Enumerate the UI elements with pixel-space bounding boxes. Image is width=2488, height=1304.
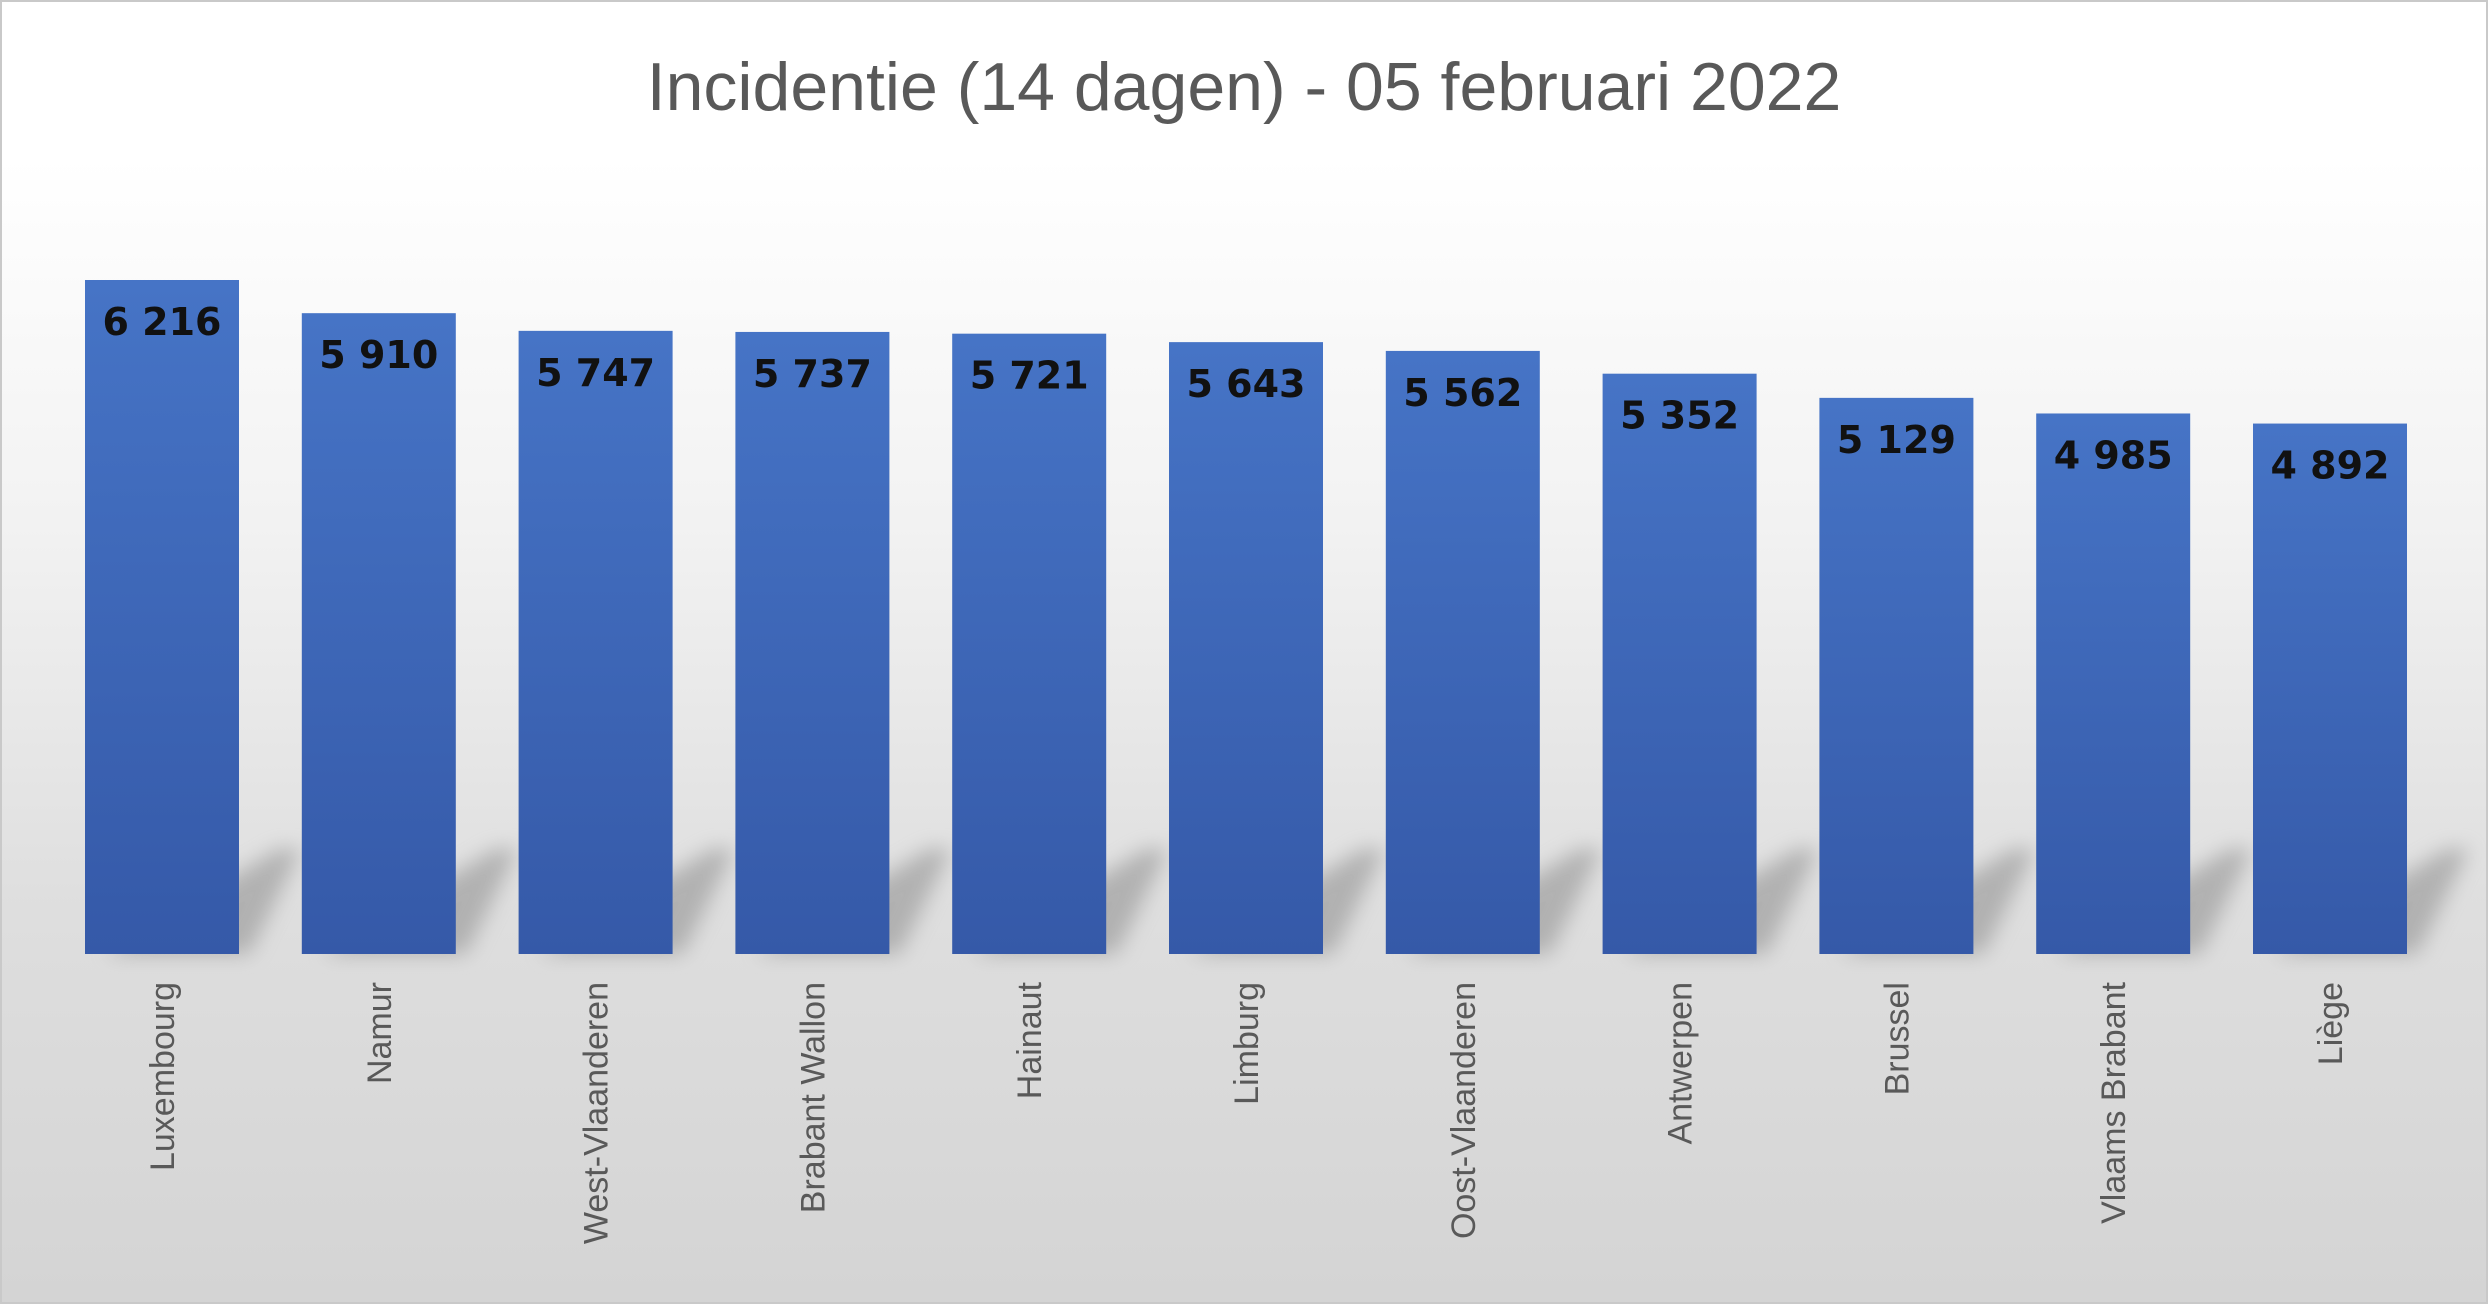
bar-brussel: [1819, 397, 1974, 954]
bars: [85, 280, 2407, 955]
category-label: Antwerpen: [1662, 982, 1700, 1145]
category-label: Oost-Vlaanderen: [1445, 982, 1483, 1239]
bar-luxembourg: [85, 280, 239, 954]
bar-antwerpen: [1602, 373, 1757, 954]
data-label: 4 892: [2271, 444, 2390, 488]
data-label: 5 129: [1837, 418, 1956, 462]
data-label: 6 216: [103, 300, 222, 344]
data-label: 5 352: [1620, 394, 1739, 438]
value-labels: 6 216 5 910 5 747 5 737 5 721 5 643 5 562 5 352…: [103, 300, 2390, 488]
category-label: Luxembourg: [144, 982, 182, 1171]
bar-hainaut: [952, 333, 1107, 954]
bar-namur: [301, 313, 456, 954]
bar-limburg: [1169, 342, 1323, 954]
bar-li-ge: [2253, 423, 2407, 954]
category-labels: Luxembourg Namur West-Vlaanderen Brabant Wa…: [144, 981, 2350, 1244]
category-label: Brussel: [1878, 982, 1916, 1095]
bar-vlaams-brabant: [2036, 413, 2191, 954]
bar-brabant-wallon: [735, 331, 890, 955]
category-label: Vlaams Brabant: [2095, 981, 2133, 1223]
data-label: 5 721: [970, 354, 1089, 398]
data-label: 5 747: [536, 351, 655, 395]
bar-oost-vlaanderen: [1385, 350, 1540, 955]
category-label: West-Vlaanderen: [578, 982, 616, 1244]
category-label: Brabant Wallon: [794, 982, 832, 1213]
data-label: 5 910: [319, 333, 438, 377]
category-label: Liège: [2312, 982, 2350, 1065]
data-label: 5 643: [1187, 362, 1306, 406]
category-label: Hainaut: [1011, 981, 1049, 1099]
bar-west-vlaanderen: [518, 330, 673, 954]
data-label: 5 562: [1403, 371, 1522, 415]
chart-title: Incidentie (14 dagen) - 05 februari 2022: [647, 49, 1842, 125]
category-label: Namur: [361, 982, 399, 1084]
category-label: Limburg: [1228, 982, 1266, 1105]
data-label: 5 737: [753, 352, 872, 396]
data-label: 4 985: [2054, 433, 2173, 477]
